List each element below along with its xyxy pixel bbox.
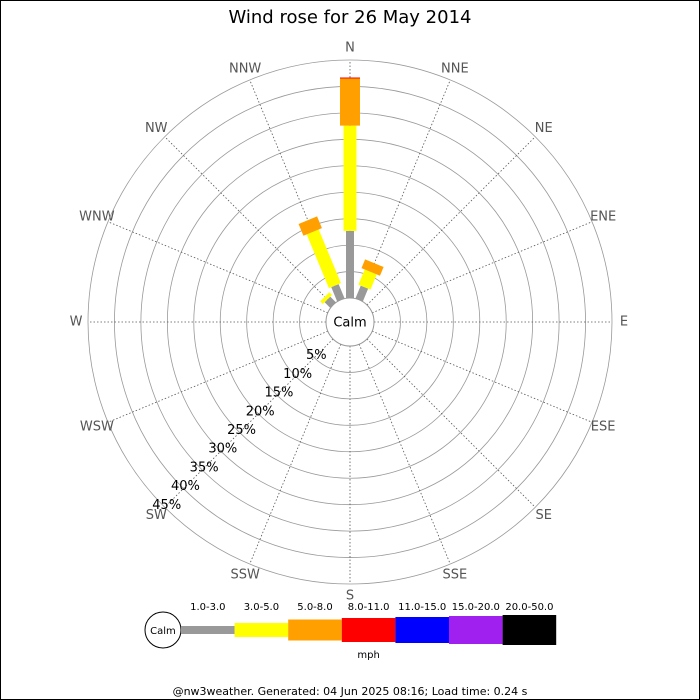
legend-swatch [449,616,503,644]
calm-label: Calm [333,316,366,331]
calm-circle [325,297,375,347]
direction-label: NNE [441,61,469,76]
legend-swatch [341,618,396,642]
segment [320,292,333,305]
ring-label: 25% [227,423,256,438]
direction-label: NW [145,121,168,136]
rose: N NNE NE ENE E ESE SE SSE S SSW SW WSW W WNW NW NNW Calm… [70,41,629,604]
direction-label: SSW [230,568,260,583]
spoke [164,136,334,306]
direction-label: NE [535,121,553,136]
grid-ring [87,59,613,585]
segment [361,259,384,276]
ring-label: 5% [306,348,327,363]
legend-swatch [181,626,235,634]
footer: @nw3weather. Generated: 04 Jun 2025 08:1… [173,685,528,698]
legend-label: 11.0-15.0 [398,602,446,613]
direction-label: SE [536,508,552,523]
direction-label: ESE [591,419,616,434]
direction-label: E [620,315,628,330]
chart-title: Wind rose for 26 May 2014 [229,7,472,28]
segment [358,269,377,290]
spoke [366,136,536,306]
legend-unit: mph [357,650,379,661]
legend-label: 1.0-3.0 [190,602,225,613]
legend-label: 15.0-20.0 [452,602,500,613]
spoke [249,344,342,565]
spoke [164,338,334,508]
spoke [372,330,593,423]
segment [331,284,345,302]
direction-label: W [70,315,83,330]
direction-label: WNW [79,210,115,225]
ring-label: 30% [208,442,237,457]
spoke [107,330,328,423]
direction-label: NNW [229,61,261,76]
spoke [372,221,593,314]
segment [306,229,341,289]
legend-swatch [288,619,342,641]
legend-swatch [395,617,449,643]
legend-swatch [502,615,557,645]
segment [298,216,322,236]
ring-label: 45% [152,498,181,513]
legend-label: 8.0-11.0 [348,602,390,613]
segment [355,285,369,302]
legend-label: 5.0-8.0 [297,602,332,613]
ring-label: 20% [246,404,275,419]
ring-label: 15% [264,386,293,401]
direction-label: WSW [80,419,114,434]
ring-label: 40% [171,479,200,494]
spoke [107,221,328,314]
direction-label: N [345,41,355,56]
direction-label: SSE [442,568,467,583]
legend: Calm 1.0-3.0 3.0-5.0 5.0-8.0 8.0-11.0 11.0-15… [144,602,557,661]
spoke [358,344,451,565]
segment [324,296,336,308]
legend-label: 3.0-5.0 [244,602,279,613]
ring-label: 10% [283,367,312,382]
spoke [366,338,536,508]
direction-label: S [346,589,354,604]
ring-label: 35% [190,460,219,475]
legend-calm-label: Calm [150,626,176,637]
legend-label: 20.0-50.0 [505,602,553,613]
direction-label: SW [146,508,167,523]
direction-label: ENE [590,210,616,225]
legend-swatch [234,623,289,637]
